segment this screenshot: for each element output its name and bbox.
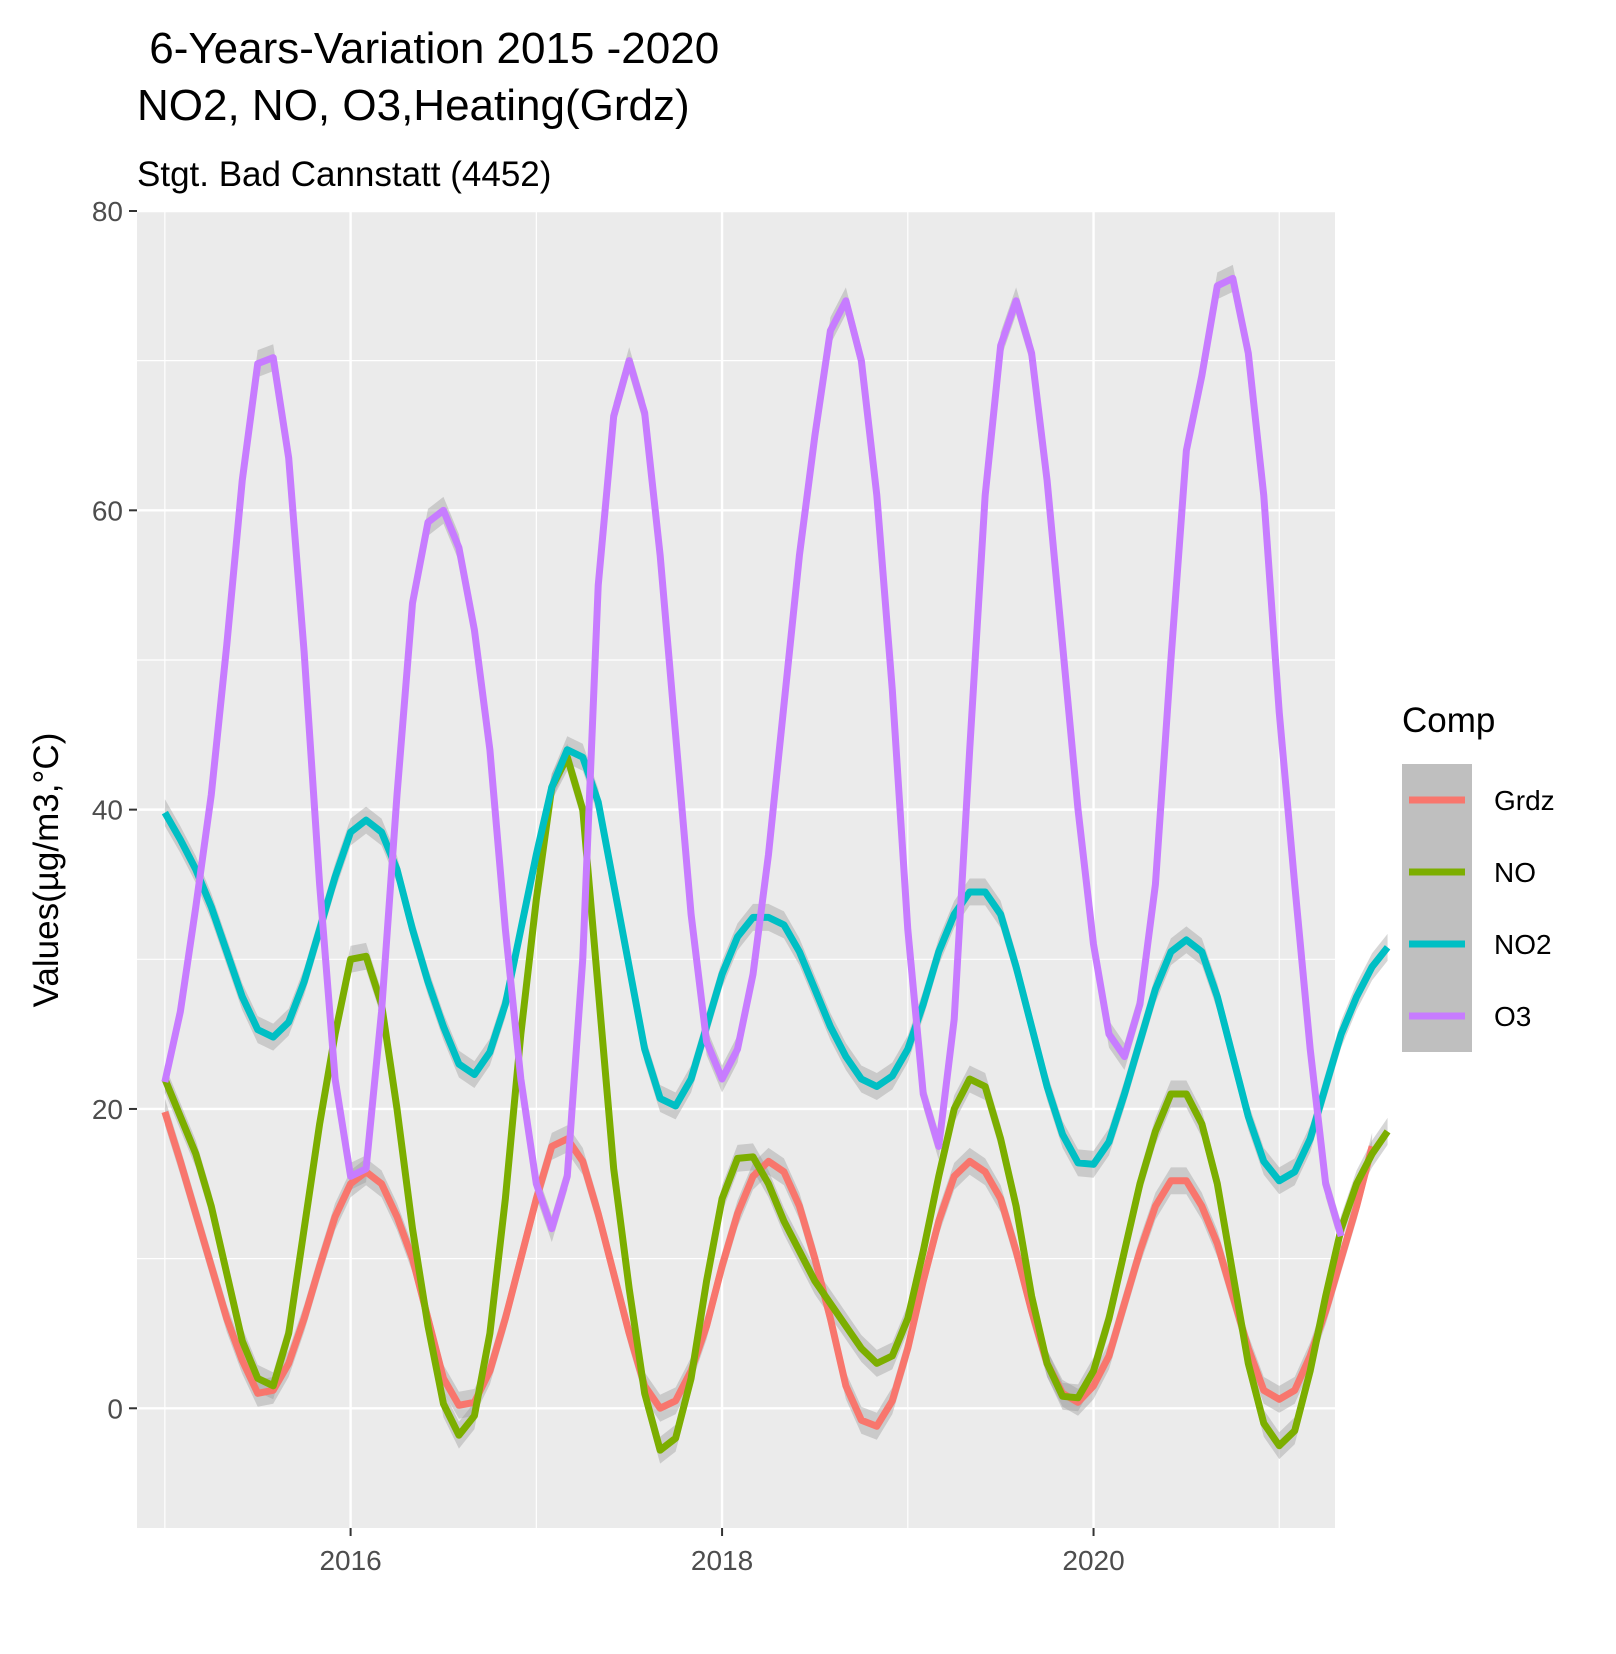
series-line-no2 xyxy=(161,746,1391,1185)
legend-title: Comp xyxy=(1402,701,1495,740)
x-tick-label: 2018 xyxy=(691,1545,753,1576)
x-tick-label: 2016 xyxy=(319,1545,381,1576)
y-axis: 0 20 40 60 80 xyxy=(92,196,137,1424)
legend-label-grdz: Grdz xyxy=(1494,785,1555,816)
chart-subtitle: Stgt. Bad Cannstatt (4452) xyxy=(137,155,551,194)
y-axis-title: Values(µg/m3,°C) xyxy=(27,733,66,1008)
y-tick-label: 40 xyxy=(92,795,123,826)
y-tick-label: 20 xyxy=(92,1094,123,1125)
y-tick-label: 80 xyxy=(92,196,123,227)
x-axis: 2016 2018 2020 xyxy=(319,1528,1125,1576)
legend-label-no2: NO2 xyxy=(1494,929,1552,960)
y-tick-label: 60 xyxy=(92,495,123,526)
legend-label-o3: O3 xyxy=(1494,1001,1531,1032)
x-tick-label: 2020 xyxy=(1062,1545,1124,1576)
band-no2 xyxy=(164,736,1388,1195)
grid-major xyxy=(137,209,1335,1528)
y-tick-label: 0 xyxy=(107,1393,123,1424)
chart-title-line2: NO2, NO, O3,Heating(Grdz) xyxy=(137,81,690,130)
series-line-no xyxy=(161,753,1391,1454)
legend-label-no: NO xyxy=(1494,857,1536,888)
series-line-o3 xyxy=(161,274,1345,1238)
legend: Comp Grdz NO NO2 O3 xyxy=(1402,701,1555,1052)
series-lines xyxy=(161,274,1391,1454)
chart-title-line1: 6-Years-Variation 2015 -2020 xyxy=(137,24,719,73)
band-grdz xyxy=(164,1098,1373,1440)
